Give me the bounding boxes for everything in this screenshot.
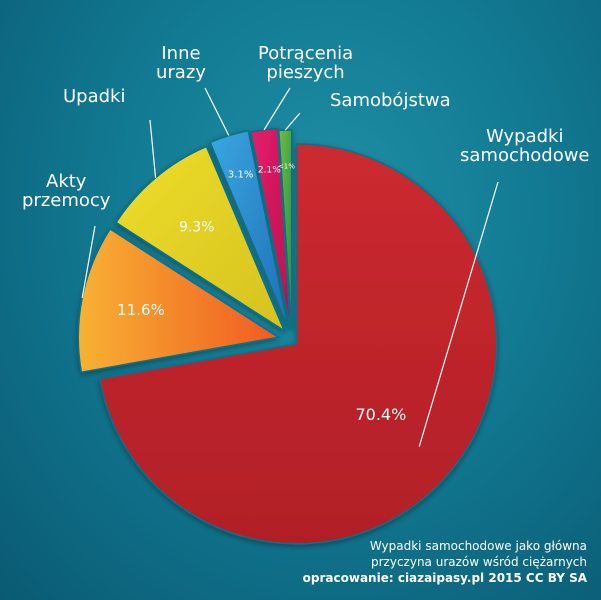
label-akty-przemocy: Akty przemocy bbox=[22, 172, 110, 210]
leader-line-upadki bbox=[149, 119, 157, 178]
label-line: pieszych bbox=[266, 62, 345, 83]
value-label-samobojstwa: <1% bbox=[278, 163, 295, 171]
label-line: Inne bbox=[161, 43, 201, 64]
slice-inne-urazy bbox=[209, 129, 289, 327]
value-label-inne-urazy: 3.1% bbox=[228, 169, 253, 180]
credit-text: ciazaipasy.pl 2015 CC BY SA bbox=[397, 571, 587, 585]
leader-line-inne-urazy bbox=[204, 87, 230, 136]
label-line: Samobójstwa bbox=[330, 90, 451, 111]
leader-line-samobojstwa bbox=[284, 112, 301, 131]
label-line: Akty bbox=[46, 171, 87, 192]
leader-line-akty-przemocy bbox=[81, 225, 96, 298]
footer-credit: opracowanie: ciazaipasy.pl 2015 CC BY SA bbox=[303, 570, 587, 586]
label-line: Wypadki bbox=[486, 126, 564, 147]
value-label-akty-przemocy: 11.6% bbox=[117, 301, 165, 319]
label-upadki: Upadki bbox=[63, 87, 125, 106]
label-line: urazy bbox=[156, 62, 206, 83]
leader-line-wypadki-samochodowe bbox=[418, 181, 499, 447]
chart-footer: Wypadki samochodowe jako główna przyczyn… bbox=[303, 538, 587, 586]
label-line: samochodowe bbox=[460, 145, 590, 166]
label-samobojstwa: Samobójstwa bbox=[330, 91, 451, 110]
value-label-potracenia-pieszych: 2.1% bbox=[258, 166, 281, 176]
label-line: Potrącenia bbox=[258, 43, 354, 64]
slice-upadki bbox=[115, 145, 286, 333]
footer-line-2: przyczyna urazów wśród ciężarnych bbox=[371, 555, 587, 569]
credit-prefix: opracowanie: bbox=[302, 571, 398, 585]
slice-akty-przemocy bbox=[77, 227, 281, 374]
slice-wypadki-samochodowe bbox=[98, 143, 498, 545]
footer-line-1: Wypadki samochodowe jako główna bbox=[369, 539, 587, 553]
label-line: Upadki bbox=[63, 86, 126, 107]
label-wypadki-samochodowe: Wypadki samochodowe bbox=[460, 127, 590, 165]
value-label-wypadki-samochodowe: 70.4% bbox=[355, 405, 406, 424]
label-line: przemocy bbox=[22, 190, 111, 211]
leader-line-potracenia-pieszych bbox=[263, 87, 291, 131]
value-label-upadki: 9.3% bbox=[179, 220, 215, 236]
label-potracenia-pieszych: Potrącenia pieszych bbox=[258, 44, 353, 82]
label-inne-urazy: Inne urazy bbox=[156, 44, 206, 82]
